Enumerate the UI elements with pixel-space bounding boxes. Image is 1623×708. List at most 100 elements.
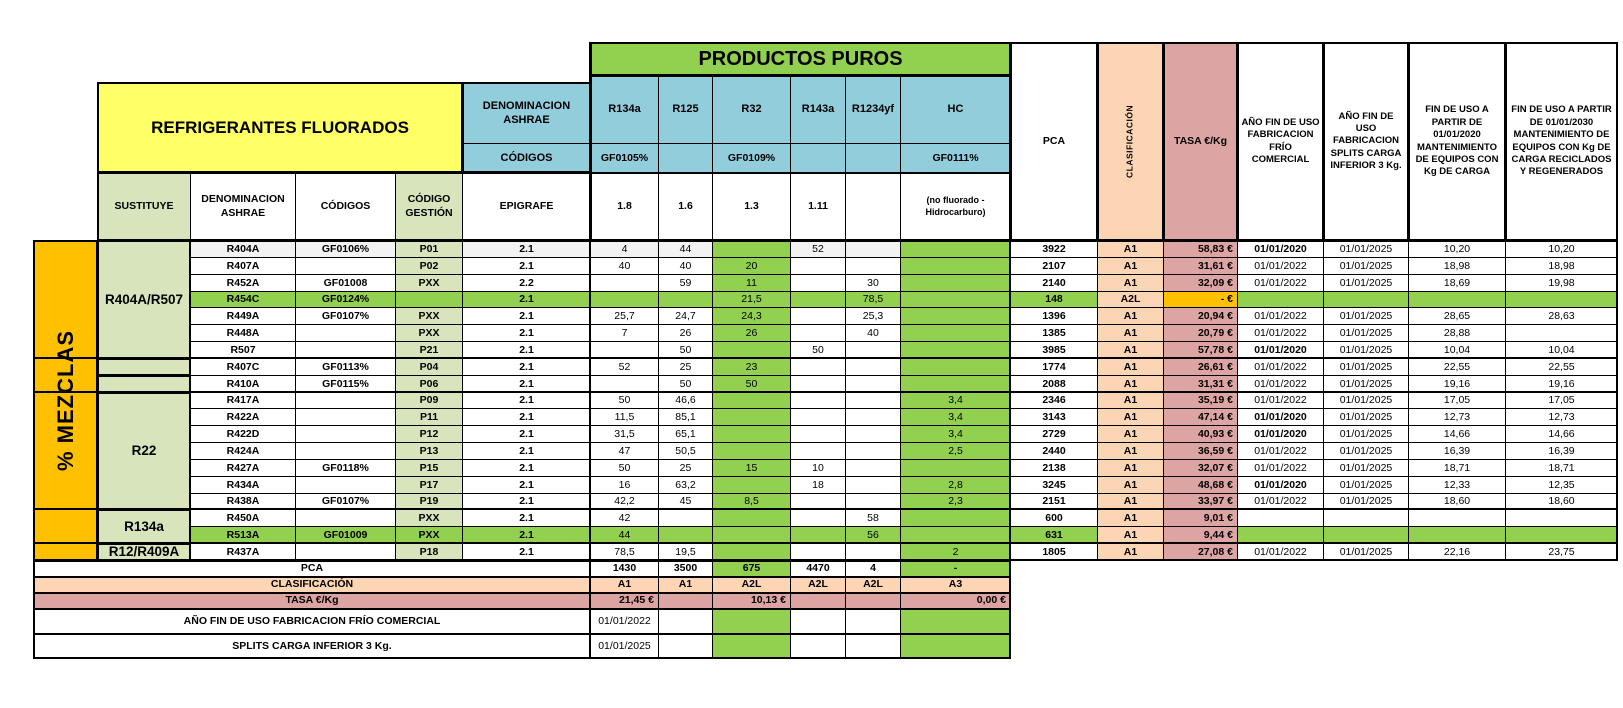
cell-R410A-splits: 01/01/2025 (1323, 375, 1409, 393)
cell-R407C-denom: R407C (190, 358, 296, 376)
footer-1-r143a: A2L (790, 576, 846, 593)
cell-R450A-r134a: 42 (590, 509, 659, 527)
cell-R513A-r1234yf: 56 (845, 526, 901, 544)
cell-R417A-clasif: A1 (1097, 392, 1164, 409)
cell-R422D-clasif: A1 (1097, 425, 1164, 443)
cell-R427A-r32: 15 (712, 459, 791, 477)
cell-R449A-denom: R449A (190, 307, 296, 325)
cell-R417A-frio: 01/01/2022 (1237, 392, 1324, 409)
cell-R422A-hc: 3,4 (900, 408, 1011, 426)
cell-R427A-r125: 25 (658, 459, 713, 477)
cell-R454C-denom: R454C (190, 291, 296, 308)
cell-R422A-clasif: A1 (1097, 408, 1164, 426)
pure-col-R32: R32 (712, 75, 791, 144)
pure-col-R1234yf: R1234yf (845, 75, 901, 144)
cell-R407C-r134a: 52 (590, 358, 659, 376)
cell-R454C-gest (395, 291, 463, 308)
cell-R454C-frio (1237, 291, 1324, 308)
footer-2-r125 (658, 592, 713, 609)
cell-R448A-denom: R448A (190, 324, 296, 342)
cell-R404A-epi: 2.1 (462, 240, 591, 258)
cell-R434A-gest: P17 (395, 476, 463, 494)
cell-R450A-gest: PXX (395, 509, 463, 527)
cell-R452A-r134a (590, 274, 659, 292)
cell-R449A-frio: 01/01/2022 (1237, 307, 1324, 325)
cell-R448A-tasa: 20,79 € (1163, 324, 1238, 342)
cell-R438A-hc: 2,3 (900, 493, 1011, 510)
cell-R410A-epi: 2.1 (462, 375, 591, 393)
cell-R404A-fin2020: 10,20 (1408, 240, 1506, 258)
footer-label-0: PCA (33, 560, 591, 577)
cell-R422A-r134a: 11,5 (590, 408, 659, 426)
cell-R438A-r134a: 42,2 (590, 493, 659, 510)
cell-R452A-clasif: A1 (1097, 274, 1164, 292)
cell-R454C-hc (900, 291, 1011, 308)
footer-0-r143a: 4470 (790, 560, 846, 577)
cell-R407A-pca: 2107 (1010, 257, 1098, 275)
cell-R422D-pca: 2729 (1010, 425, 1098, 443)
cell-R407C-pca: 1774 (1010, 358, 1098, 376)
cell-R410A-gest: P06 (395, 375, 463, 393)
footer-1-r125: A1 (658, 576, 713, 593)
footer-0-hc: - (900, 560, 1011, 577)
cell-R513A-hc (900, 526, 1011, 544)
cell-R422D-r134a: 31,5 (590, 425, 659, 443)
cell-R454C-r125 (658, 291, 713, 308)
subheader-codigo-gestion: CÓDIGO GESTIÓN (395, 172, 463, 241)
cell-R452A-hc (900, 274, 1011, 292)
cell-R513A-cod: GF01009 (295, 526, 396, 544)
cell-R448A-frio: 01/01/2022 (1237, 324, 1324, 342)
cell-R404A-splits: 01/01/2025 (1323, 240, 1409, 258)
cell-R448A-fin2030 (1505, 324, 1618, 342)
footer-2-r1234yf (845, 592, 901, 609)
cell-R424A-tasa: 36,59 € (1163, 442, 1238, 460)
cell-R434A-r134a: 16 (590, 476, 659, 494)
cell-R448A-clasif: A1 (1097, 324, 1164, 342)
subheader-sustituye: SUSTITUYE (97, 172, 191, 241)
cell-R513A-gest: PXX (395, 526, 463, 544)
cell-R410A-hc (900, 375, 1011, 393)
cell-R422A-epi: 2.1 (462, 408, 591, 426)
cell-R407A-fin2030: 18,98 (1505, 257, 1618, 275)
footer-1-hc: A3 (900, 576, 1011, 593)
cell-R449A-gest: PXX (395, 307, 463, 325)
cell-R513A-denom: R513A (190, 526, 296, 544)
cell-R513A-clasif: A1 (1097, 526, 1164, 544)
cell-R410A-tasa: 31,31 € (1163, 375, 1238, 393)
cell-R424A-r32 (712, 442, 791, 460)
cell-R422D-denom: R422D (190, 425, 296, 443)
cell-R507-r143a: 50 (790, 341, 846, 359)
cell-R422D-cod (295, 425, 396, 443)
cell-R417A-r125: 46,6 (658, 392, 713, 409)
cell-R437A-denom: R437A (190, 543, 296, 561)
cell-R449A-fin2030: 28,63 (1505, 307, 1618, 325)
cell-R452A-r143a (790, 274, 846, 292)
cell-R407C-r143a (790, 358, 846, 376)
cell-R450A-clasif: A1 (1097, 509, 1164, 527)
cell-R422A-frio: 01/01/2020 (1237, 408, 1324, 426)
cell-R434A-fin2030: 12,35 (1505, 476, 1618, 494)
cell-R449A-pca: 1396 (1010, 307, 1098, 325)
cell-R410A-r32: 50 (712, 375, 791, 393)
cell-R410A-r125: 50 (658, 375, 713, 393)
cell-R427A-cod: GF0118% (295, 459, 396, 477)
cell-R407C-r125: 25 (658, 358, 713, 376)
cell-R452A-r32: 11 (712, 274, 791, 292)
cell-R427A-denom: R427A (190, 459, 296, 477)
cell-R424A-hc: 2,5 (900, 442, 1011, 460)
cell-R407A-splits: 01/01/2025 (1323, 257, 1409, 275)
cell-R434A-denom: R434A (190, 476, 296, 494)
cell-R449A-hc (900, 307, 1011, 325)
header-clasificacion: CLASIFICACIÓN (1097, 42, 1164, 241)
cell-R454C-epi: 2.1 (462, 291, 591, 308)
header-fin-splits: AÑO FIN DE USO FABRICACION SPLITS CARGA … (1323, 42, 1409, 241)
footer-3-r143a (790, 608, 846, 634)
cell-R454C-fin2030 (1505, 291, 1618, 308)
cell-R438A-pca: 2151 (1010, 493, 1098, 510)
cell-R424A-splits: 01/01/2025 (1323, 442, 1409, 460)
gf-code-R1234yf (845, 143, 901, 173)
cell-R438A-gest: P19 (395, 493, 463, 510)
cell-R437A-r134a: 78,5 (590, 543, 659, 561)
cell-R407A-tasa: 31,61 € (1163, 257, 1238, 275)
